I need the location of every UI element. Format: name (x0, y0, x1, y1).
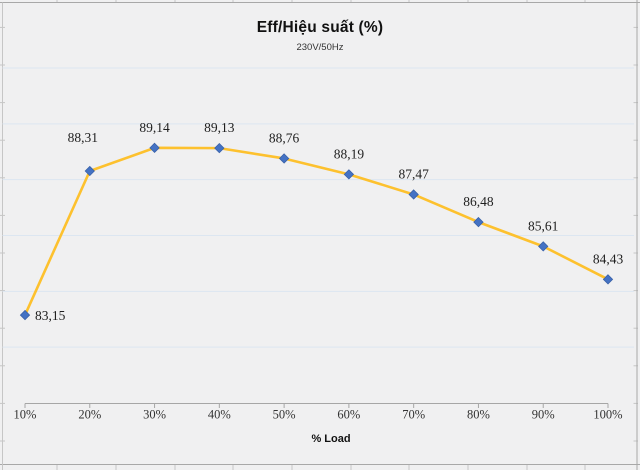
data-point-label: 85,61 (528, 218, 558, 233)
x-axis-tick-label: 90% (532, 408, 555, 422)
x-axis-tick-label: 80% (467, 408, 490, 422)
data-point-marker (343, 169, 355, 180)
x-axis-tick-label: 40% (208, 408, 231, 422)
x-axis-tick-label: 20% (78, 408, 101, 422)
data-point-label: 89,14 (139, 120, 170, 135)
data-point-label: 88,31 (68, 130, 98, 145)
data-point-marker (214, 142, 225, 154)
data-point-marker (278, 153, 290, 164)
x-axis-tick-label: 60% (337, 408, 360, 422)
data-point-marker (473, 216, 484, 228)
data-point-label: 84,43 (593, 251, 624, 266)
series-line (23, 146, 610, 317)
data-point-label: 88,19 (334, 146, 365, 161)
data-point-label: 83,15 (35, 308, 66, 323)
data-point-marker (84, 165, 95, 177)
data-point-marker (538, 241, 549, 252)
data-point-label: 88,76 (269, 130, 300, 145)
x-axis-tick-label: 30% (143, 408, 166, 422)
x-axis-title: % Load (311, 433, 351, 445)
chart-title: Eff/Hiệu suất (%) (256, 19, 384, 36)
x-axis-tick-label: 70% (402, 408, 425, 422)
x-axis-tick-label: 50% (273, 408, 296, 422)
data-point-marker (149, 142, 160, 154)
data-point-label: 89,13 (204, 120, 235, 135)
data-point-marker (19, 309, 31, 321)
data-point-label: 86,48 (463, 194, 494, 209)
data-point-marker (602, 274, 614, 285)
data-point-marker (408, 189, 419, 200)
chart-subtitle: 230V/50Hz (296, 42, 344, 53)
x-axis-tick-label: 10% (14, 408, 37, 422)
x-axis-tick-label: 100% (593, 408, 622, 422)
data-point-label: 87,47 (398, 166, 429, 181)
